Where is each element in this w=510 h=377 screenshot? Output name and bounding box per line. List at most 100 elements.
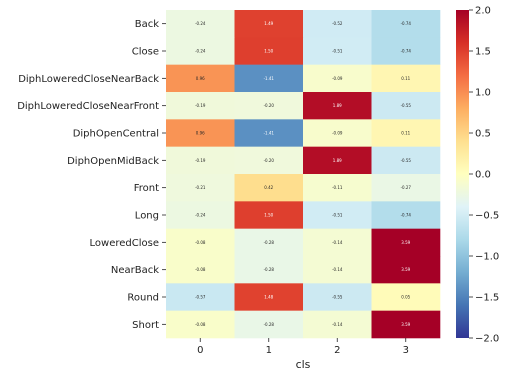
heatmap-cell <box>166 283 235 311</box>
colorbar-tick-label: 2.0 <box>475 6 491 17</box>
cell-value-label: -0.08 <box>195 267 206 272</box>
cell-value-label: -0.19 <box>195 158 206 163</box>
heatmap-cell <box>371 92 441 120</box>
heatmap-cell <box>371 310 441 339</box>
cell-value-label: -0.57 <box>195 295 206 300</box>
cell-value-label: 1.50 <box>264 213 273 218</box>
heatmap-cell <box>166 119 235 147</box>
cell-value-label: -0.09 <box>332 76 343 81</box>
cell-value-label: 1.89 <box>333 103 342 108</box>
cell-value-label: 0.42 <box>264 185 273 190</box>
heatmap-cell <box>234 10 304 38</box>
colorbar-tick-label: −1.5 <box>475 293 499 304</box>
cell-value-label: -0.74 <box>401 213 412 218</box>
heatmap-cell <box>166 310 235 339</box>
heatmap-cell <box>166 64 235 93</box>
heatmap-cell <box>166 256 235 284</box>
cell-value-label: -0.55 <box>401 103 412 108</box>
heatmap-cell <box>234 174 304 202</box>
heatmap-cell <box>371 10 441 38</box>
heatmap-cell <box>303 201 372 229</box>
heatmap-cell <box>303 174 372 202</box>
column-label: 2 <box>334 345 340 356</box>
cell-value-label: -0.20 <box>264 158 275 163</box>
heatmap-cell <box>303 92 372 120</box>
cell-value-label: -0.20 <box>264 103 275 108</box>
column-label: 3 <box>403 345 409 356</box>
cell-value-label: -0.55 <box>332 295 343 300</box>
heatmap-cell <box>303 10 372 38</box>
cell-value-label: -0.74 <box>401 49 412 54</box>
heatmap-cell <box>303 37 372 65</box>
heatmap-cell <box>303 64 372 93</box>
heatmap-cell <box>303 310 372 339</box>
heatmap-cell <box>234 92 304 120</box>
cell-value-label: 0.05 <box>401 295 410 300</box>
heatmap-cell <box>371 119 441 147</box>
cell-value-label: -0.24 <box>195 49 206 54</box>
cell-value-label: -0.08 <box>195 322 206 327</box>
cell-value-label: -0.55 <box>401 158 412 163</box>
row-label: NearBack <box>111 265 159 276</box>
cell-value-label: -0.51 <box>332 49 343 54</box>
row-label: Long <box>135 211 159 222</box>
heatmap-cell <box>371 37 441 65</box>
heatmap-cell <box>166 201 235 229</box>
heatmap-cell <box>303 283 372 311</box>
row-label: Back <box>135 19 159 30</box>
cell-value-label: 1.89 <box>333 158 342 163</box>
row-label: DiphOpenMidBack <box>67 156 159 167</box>
colorbar-tick-label: 0.5 <box>475 129 491 140</box>
heatmap-cell <box>166 37 235 65</box>
cell-value-label: 0.96 <box>196 76 205 81</box>
cell-value-label: 0.11 <box>401 76 410 81</box>
column-label: 0 <box>197 345 203 356</box>
cell-value-label: 3.59 <box>401 267 410 272</box>
cell-value-label: -0.24 <box>195 213 206 218</box>
row-label: DiphLoweredCloseNearFront <box>17 101 159 112</box>
cell-value-label: -0.27 <box>401 185 412 190</box>
heatmap-cell <box>303 256 372 284</box>
colorbar: 2.0 1.5 1.0 0.5 0.0 −0.5 −1.0 −1.5 −2.0 <box>456 6 499 345</box>
cell-value-label: 0.96 <box>196 131 205 136</box>
heatmap-cell <box>371 146 441 175</box>
heatmap-cell <box>234 256 304 284</box>
cell-value-label: 1.48 <box>264 295 273 300</box>
cell-value-label: -0.11 <box>332 185 343 190</box>
heatmap-cell <box>234 146 304 175</box>
row-label: DiphLoweredCloseNearBack <box>18 74 159 85</box>
colorbar-tick-label: 0.0 <box>475 170 491 181</box>
cell-value-label: -0.28 <box>264 322 275 327</box>
row-labels: Back Close DiphLoweredCloseNearBack DiphLow… <box>17 19 166 331</box>
cell-value-label: -0.14 <box>332 267 343 272</box>
heatmap-cell <box>234 119 304 147</box>
cell-value-label: 1.50 <box>264 49 273 54</box>
heatmap-cell <box>166 92 235 120</box>
heatmap-cell <box>234 37 304 65</box>
row-label: LoweredClose <box>90 238 159 249</box>
x-axis-title: cls <box>296 358 311 371</box>
column-labels: 0 1 2 3 <box>197 338 409 356</box>
cell-value-label: -0.24 <box>195 21 206 26</box>
heatmap-cell <box>303 228 372 257</box>
heatmap-cell <box>371 283 441 311</box>
heatmap-cell <box>234 310 304 339</box>
colorbar-tick-label: −2.0 <box>475 334 499 345</box>
cell-value-label: -0.21 <box>195 185 206 190</box>
colorbar-tick-label: 1.0 <box>475 88 491 99</box>
heatmap-cell <box>371 256 441 284</box>
heatmap-cell <box>371 201 441 229</box>
cell-value-label: -0.51 <box>332 213 343 218</box>
heatmap-cell <box>166 10 235 38</box>
heatmap-cell <box>371 64 441 93</box>
heatmap-cell <box>166 146 235 175</box>
heatmap-cell <box>303 146 372 175</box>
heatmap-cell <box>371 228 441 257</box>
row-label: Round <box>127 293 159 304</box>
row-label: Short <box>132 320 159 331</box>
cell-value-label: -0.19 <box>195 103 206 108</box>
cell-value-label: -0.14 <box>332 322 343 327</box>
heatmap-cell <box>303 119 372 147</box>
